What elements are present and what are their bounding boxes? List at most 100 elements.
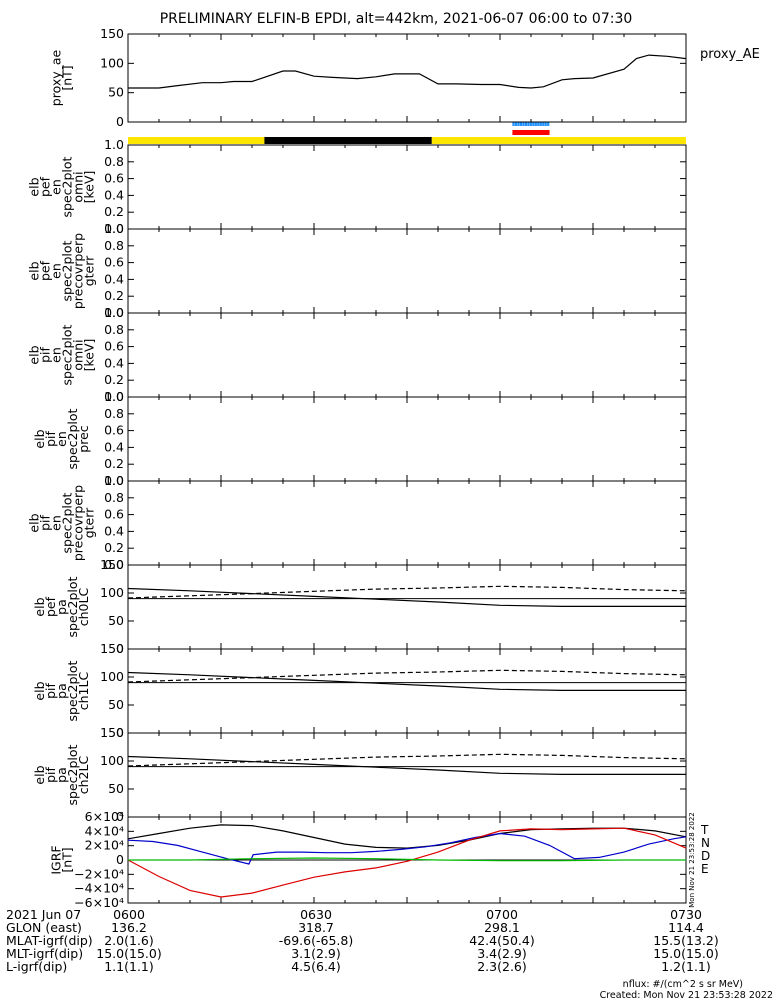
y-axis-label-line: pa bbox=[54, 599, 69, 615]
y-tick-label: −4×10⁴ bbox=[74, 881, 124, 896]
y-axis-label-line: omni bbox=[71, 339, 86, 370]
y-tick-label: 0.6 bbox=[104, 171, 124, 186]
y-axis-label-line: [keV] bbox=[82, 171, 97, 204]
science-mark-11 bbox=[539, 122, 542, 126]
y-tick-label: −6×10⁴ bbox=[74, 895, 124, 910]
footer-cell: 3.4(2.9) bbox=[477, 946, 527, 961]
y-tick-label: 100 bbox=[100, 669, 124, 684]
y-axis-label-line: elb bbox=[32, 681, 47, 700]
footer-cell: 1.1(1.1) bbox=[104, 959, 154, 974]
y-axis-label-line: proxy_ae bbox=[49, 49, 64, 106]
series-line-solid bbox=[127, 755, 686, 776]
y-axis-label-line: precovrperp bbox=[71, 233, 86, 309]
panel-GRF: 6×10⁴4×10⁴2×10⁴0−2×10⁴−4×10⁴−6×10⁴IGRF[n… bbox=[49, 809, 711, 910]
footer-cell: 114.4 bbox=[668, 920, 704, 935]
legend-label-T: T bbox=[700, 823, 709, 837]
y-tick-label: 0.2 bbox=[104, 456, 124, 471]
panel-frame bbox=[127, 33, 687, 123]
series-line-E bbox=[128, 857, 686, 862]
science-mark-8 bbox=[532, 122, 535, 126]
y-axis-label-line: pa bbox=[54, 683, 69, 699]
science-bar bbox=[512, 130, 550, 135]
y-tick-label: 0 bbox=[116, 641, 124, 656]
legend-label-E: E bbox=[701, 862, 709, 876]
y-tick-label: 1.0 bbox=[104, 221, 124, 236]
y-axis-label-line: prec bbox=[76, 425, 91, 452]
footer-cell: 1.2(1.1) bbox=[661, 959, 711, 974]
footer-row-label: MLAT-igrf(dip) bbox=[6, 933, 93, 948]
y-tick-label: 0.8 bbox=[104, 406, 124, 421]
series-line-T bbox=[127, 824, 687, 849]
panel-elb-pef-en-spec2plot-precovrperp-gterr: 1.0 0.8 0.60.4 0.2 0.0 elbpefenspec2plotpreco… bbox=[27, 221, 687, 320]
panel-frame bbox=[127, 396, 687, 482]
y-axis-label-line: spec2plot bbox=[60, 324, 75, 385]
y-axis-label-line: [nT] bbox=[60, 847, 75, 872]
y-tick-label: 1.0 bbox=[104, 389, 124, 404]
orbit-segment-0 bbox=[128, 137, 265, 144]
y-axis-label-line: gterr bbox=[82, 507, 97, 538]
y-axis-label-line: elb bbox=[27, 513, 42, 532]
science-mark-3 bbox=[519, 122, 523, 126]
y-tick-label: 50 bbox=[108, 613, 124, 628]
y-axis-label-line: ch1LC bbox=[76, 672, 91, 711]
y-axis-label-line: spec2plot bbox=[65, 576, 80, 637]
science-mark-10 bbox=[537, 122, 540, 126]
footer-cell: 3.1(2.9) bbox=[291, 946, 341, 961]
y-axis-label-line: spec2plot bbox=[60, 156, 75, 217]
y-tick-label: −2×10⁴ bbox=[74, 866, 124, 881]
footer-cell: -69.6(-65.8) bbox=[279, 933, 353, 948]
series-line-D bbox=[127, 827, 687, 898]
y-axis-label-line: elb bbox=[27, 261, 42, 280]
footer-cell: 0600 bbox=[113, 907, 145, 922]
y-axis-label-line: elb bbox=[27, 177, 42, 196]
y-tick-label: 0.8 bbox=[104, 238, 124, 253]
panel-frame bbox=[127, 480, 687, 566]
footer-cell: 15.0(15.0) bbox=[653, 946, 718, 961]
y-tick-label: 1.0 bbox=[104, 473, 124, 488]
y-axis-label-line: pa bbox=[54, 767, 69, 783]
series-line-dashed bbox=[127, 585, 687, 599]
panel-frame bbox=[127, 312, 687, 398]
panel-frame bbox=[127, 228, 687, 314]
y-tick-label: 0.8 bbox=[104, 322, 124, 337]
y-axis-label-line: spec2plot bbox=[60, 492, 75, 553]
y-tick-label: 0.4 bbox=[104, 439, 124, 454]
science-mark-1 bbox=[514, 122, 518, 126]
y-tick-label: 0.4 bbox=[104, 523, 124, 538]
footer-cell: 42.4(50.4) bbox=[469, 933, 534, 948]
y-axis-label-line: en bbox=[49, 263, 64, 279]
y-axis-label-line: [keV] bbox=[82, 339, 97, 372]
y-axis-label-line: spec2plot bbox=[65, 408, 80, 469]
y-axis-label-line: ch0LC bbox=[76, 588, 91, 627]
y-tick-label: 0.8 bbox=[104, 154, 124, 169]
y-tick-label: 150 bbox=[100, 641, 124, 656]
y-axis-label-line: pif bbox=[43, 430, 58, 446]
y-axis-label-line: omni bbox=[71, 171, 86, 202]
y-axis-label-line: en bbox=[49, 347, 64, 363]
science-mark-13 bbox=[544, 122, 547, 126]
footer-cell: 2.0(1.6) bbox=[104, 933, 154, 948]
y-axis-label-line: elb bbox=[32, 765, 47, 784]
y-axis-label-line: gterr bbox=[82, 255, 97, 286]
series-line-solid bbox=[127, 671, 686, 692]
footer-cell: 0630 bbox=[300, 907, 332, 922]
footer-cell: 2.3(2.6) bbox=[477, 959, 527, 974]
y-tick-label: 50 bbox=[108, 697, 124, 712]
footer-cell: 0700 bbox=[486, 907, 518, 922]
footer-cell: 136.2 bbox=[111, 920, 147, 935]
y-tick-label: 0.2 bbox=[104, 288, 124, 303]
panel-elb-pif-en-spec2plot-omni: 1.0 0.8 0.60.4 0.2 0.0 elbpifenspec2plotomni[… bbox=[27, 305, 687, 404]
panel-frame bbox=[127, 732, 687, 818]
y-axis-label-line: spec2plot bbox=[65, 660, 80, 721]
y-tick-label: 0.0 bbox=[104, 389, 124, 404]
y-tick-label: 0.8 bbox=[104, 490, 124, 505]
science-mark-2 bbox=[517, 122, 520, 126]
orbit-segment-1 bbox=[264, 137, 432, 144]
panel-frame bbox=[127, 564, 687, 650]
y-axis-label-line: [nT] bbox=[60, 65, 75, 90]
y-tick-label: 0.6 bbox=[104, 255, 124, 270]
y-tick-label: 50 bbox=[108, 85, 124, 100]
